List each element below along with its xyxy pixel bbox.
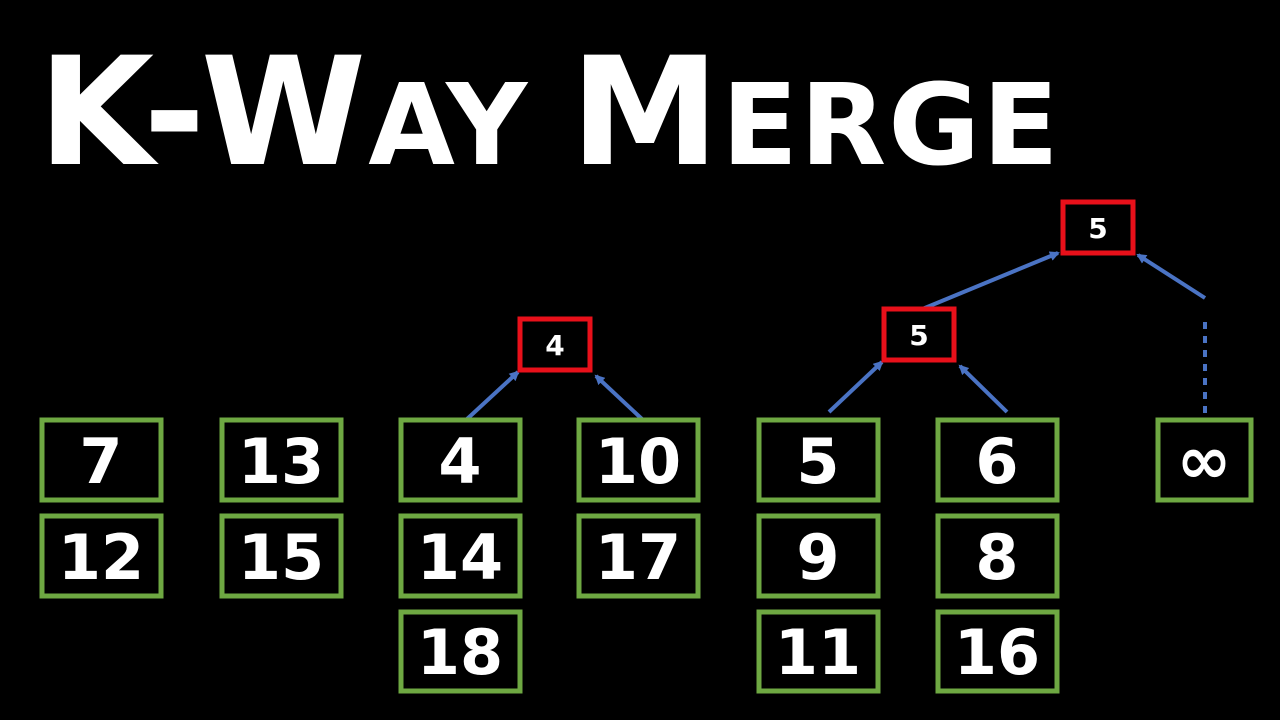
list-box [935, 417, 1060, 503]
title-hyphen: - [143, 26, 201, 200]
list-box [398, 417, 523, 503]
list-value: 11 [775, 616, 861, 689]
tree-node-b [881, 306, 957, 363]
list-box [756, 417, 881, 503]
tree-node-value: 5 [1088, 212, 1107, 245]
list-box [576, 513, 701, 599]
tree-node-value: 4 [545, 329, 564, 362]
tree-node-a [517, 316, 593, 373]
list-box [756, 609, 881, 694]
page-title: K-WAY MERGE [38, 38, 1061, 188]
list-value: 4 [438, 425, 481, 498]
list-box [1155, 417, 1254, 503]
list-value: 14 [417, 521, 503, 594]
tree-edges [464, 251, 1207, 422]
title-k: K [38, 26, 144, 200]
list-value: 7 [79, 425, 122, 498]
title-ay: AY [368, 61, 530, 191]
list-value: 16 [954, 616, 1040, 689]
lists [39, 417, 1254, 694]
edge-right-to-root [1136, 253, 1207, 300]
infinity-value: ∞ [1177, 422, 1232, 499]
tree-node-value: 5 [909, 319, 928, 352]
title-w: W [200, 26, 369, 200]
list-value: 9 [796, 521, 839, 594]
list-value: 18 [417, 616, 503, 689]
edge-node-b-to-root [919, 251, 1060, 312]
edge-list3-to-node-a [464, 370, 520, 422]
list-value: 13 [238, 425, 324, 498]
list-box [219, 417, 344, 503]
edge-list5-to-node-b [827, 360, 884, 414]
list-value: 10 [595, 425, 681, 498]
list-box [39, 417, 164, 503]
list-box [935, 513, 1060, 599]
title-m: M [570, 26, 722, 200]
list-box [39, 513, 164, 599]
list-value: 6 [975, 425, 1018, 498]
list-value: 17 [595, 521, 681, 594]
edge-list6-to-node-b [958, 364, 1009, 414]
list-value: 8 [975, 521, 1018, 594]
list-value: 15 [238, 521, 324, 594]
title-erge: ERGE [721, 61, 1061, 191]
tree-nodes [517, 199, 1136, 373]
list-box [398, 609, 523, 694]
list-box [576, 417, 701, 503]
tree-node-root [1060, 199, 1136, 256]
list-box [219, 513, 344, 599]
list-box [935, 609, 1060, 694]
edge-list4-to-node-a [594, 374, 645, 422]
list-box [756, 513, 881, 599]
list-value: 5 [796, 425, 839, 498]
list-value: 12 [58, 521, 144, 594]
list-box [398, 513, 523, 599]
